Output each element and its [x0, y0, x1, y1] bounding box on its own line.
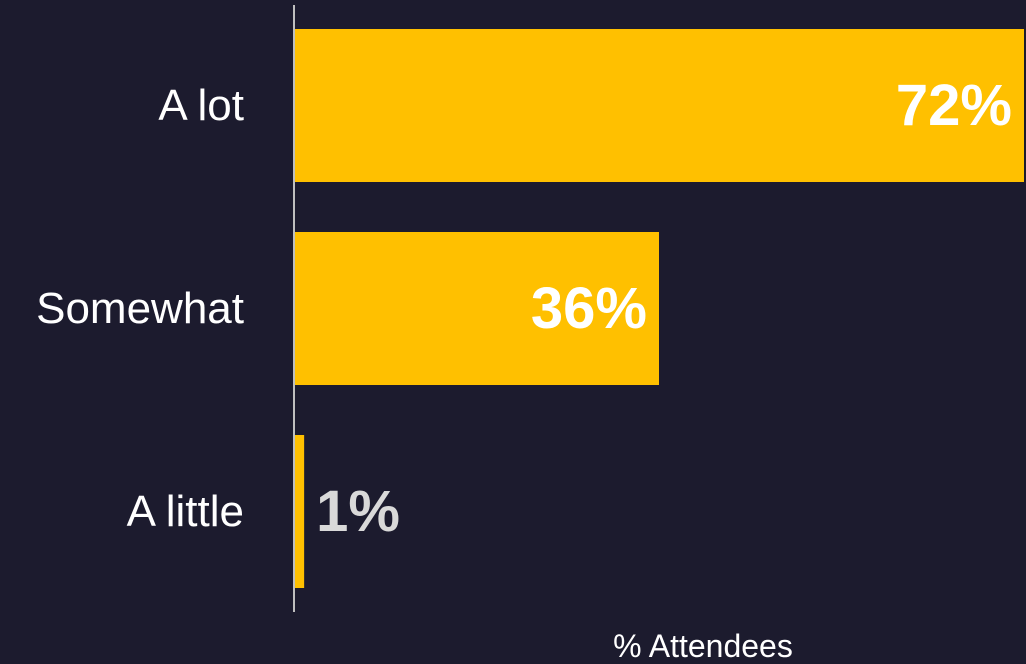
value-label: 72%: [896, 73, 1012, 138]
bar-a-lot: [294, 29, 1024, 182]
category-labels: A lot Somewhat A little: [36, 81, 244, 536]
bar-a-little: [294, 435, 305, 588]
x-axis-title: % Attendees: [613, 628, 793, 664]
category-label: A lot: [158, 81, 244, 130]
bar-somewhat: [294, 232, 659, 385]
category-label: Somewhat: [36, 284, 244, 333]
value-labels: 72% 36% 1%: [316, 73, 1012, 544]
bars-layer: [294, 29, 1024, 588]
value-label: 36%: [531, 276, 647, 341]
value-label: 1%: [316, 479, 400, 544]
category-label: A little: [127, 487, 244, 536]
